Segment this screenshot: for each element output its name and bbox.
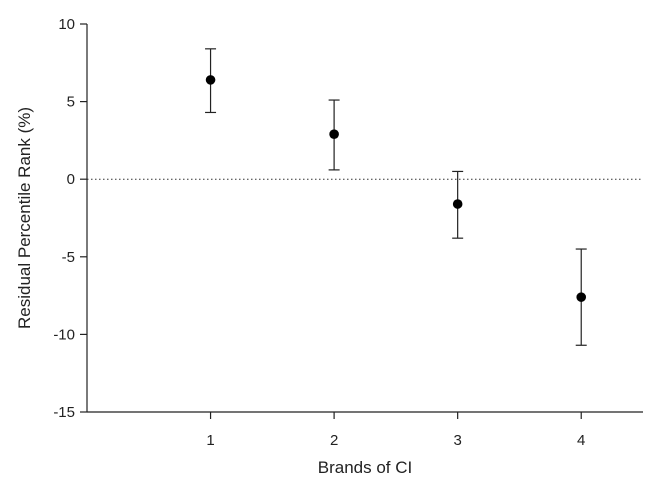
x-tick-label: 4	[577, 432, 585, 449]
data-point	[576, 292, 587, 302]
y-tick-label: -5	[62, 249, 75, 266]
x-tick-label: 3	[453, 432, 461, 449]
y-tick-label: 0	[67, 171, 75, 188]
x-tick-label: 2	[330, 432, 338, 449]
y-tick-label: 5	[67, 94, 75, 111]
x-axis-title: Brands of CI	[318, 458, 413, 477]
data-point	[205, 75, 216, 85]
x-tick-label: 1	[206, 432, 214, 449]
data-point	[329, 129, 339, 139]
data-point	[452, 199, 463, 209]
y-tick-label: 10	[58, 16, 75, 33]
y-axis-title: Residual Percentile Rank (%)	[15, 107, 34, 329]
y-tick-label: -10	[53, 326, 75, 343]
y-tick-label: -15	[53, 404, 75, 421]
